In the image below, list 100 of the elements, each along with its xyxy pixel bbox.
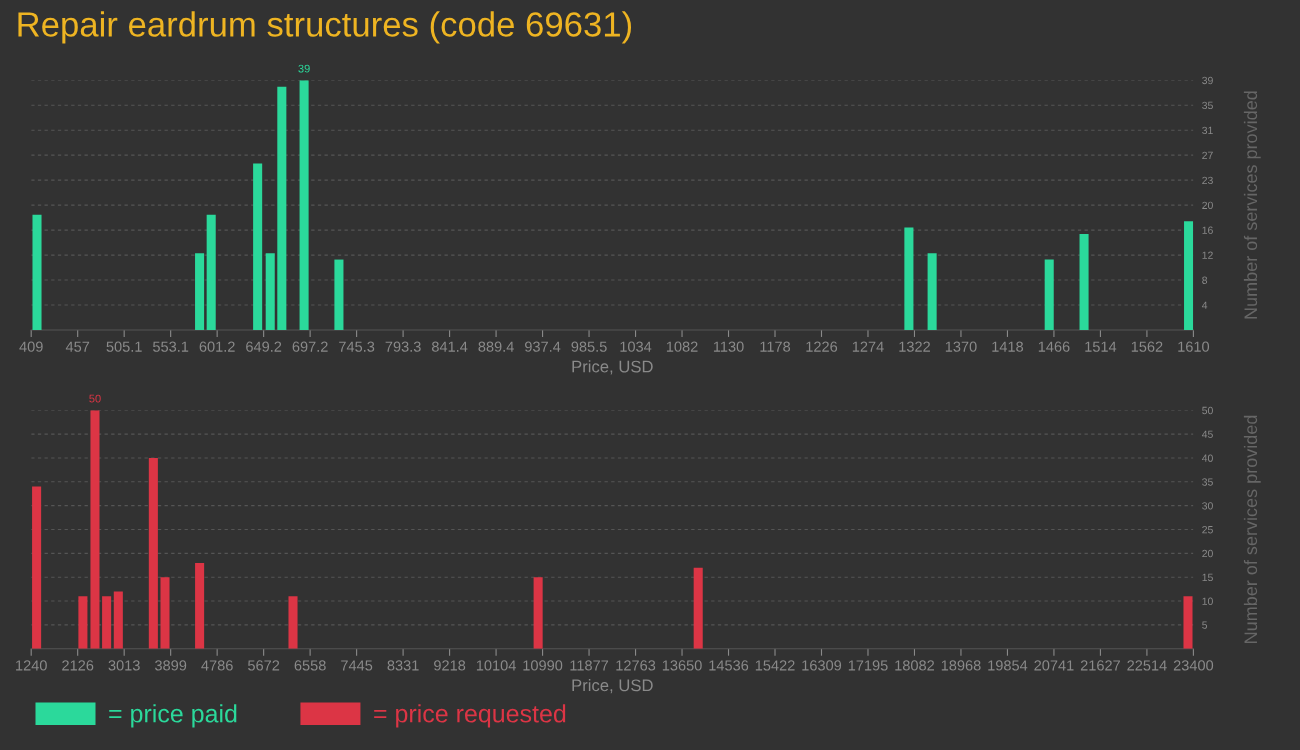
bar [253,163,263,330]
y-tick-label: 20 [1202,549,1213,558]
bar [334,259,344,330]
x-tick-label: 553.1 [153,341,189,352]
x-tick-label: 1226 [806,341,838,352]
x-tick-label: 793.3 [385,341,421,352]
x-tick-label: 10104 [476,660,516,671]
x-tick-label: 601.2 [199,341,235,352]
x-tick-label: 841.4 [431,341,468,352]
x-tick-label: 21627 [1080,660,1120,671]
x-tick-label: 16309 [802,660,842,671]
data-label: 50 [89,394,101,403]
bar [1184,221,1194,330]
x-tick-label: 2126 [62,660,94,671]
x-axis-title: Price, USD [572,679,653,694]
legend-label: = price paid [109,704,237,728]
y-tick-label: 4 [1201,301,1208,309]
x-tick-label: 4786 [201,660,233,671]
x-tick-label: 745.3 [339,341,375,352]
x-tick-label: 15422 [755,660,795,671]
x-tick-label: 1370 [945,341,977,352]
bar [277,86,287,330]
x-tick-label: 13650 [662,660,702,671]
y-tick-label: 45 [1201,430,1213,438]
y-tick-label: 23 [1202,176,1213,185]
x-tick-label: 17195 [848,660,888,671]
x-tick-label: 3013 [108,660,140,671]
x-tick-label: 937.4 [525,341,561,352]
x-tick-label: 3899 [155,660,187,671]
y-tick-label: 20 [1202,201,1213,209]
bar [1044,259,1054,330]
bar [32,214,42,330]
bar [1079,233,1089,330]
x-tick-label: 409 [19,341,43,352]
x-tick-label: 9218 [434,660,466,671]
x-tick-label: 22514 [1127,660,1167,671]
y-tick-label: 39 [1202,76,1213,85]
x-tick-label: 14536 [709,660,749,671]
x-tick-label: 1610 [1178,341,1210,352]
x-tick-label: 985.5 [571,341,607,352]
bar [32,486,42,649]
x-tick-label: 1082 [666,341,698,352]
x-tick-label: 1466 [1038,341,1070,352]
x-tick-label: 649.2 [246,341,282,352]
y-tick-label: 35 [1202,478,1213,486]
x-tick-label: 1514 [1085,341,1117,352]
bar [148,457,158,649]
bar [78,596,88,649]
data-label: 39 [298,64,310,73]
x-tick-label: 1418 [992,341,1024,352]
bar [927,253,937,330]
x-tick-label: 1130 [713,341,744,352]
y-tick-label: 12 [1202,251,1213,259]
y-tick-label: 16 [1202,226,1213,234]
x-tick-label: 8331 [387,660,419,671]
bar [195,253,205,330]
y-tick-label: 31 [1202,126,1213,135]
bar [1183,596,1193,649]
y-tick-label: 15 [1202,573,1213,582]
y-tick-label: 8 [1202,276,1208,284]
x-tick-label: 7445 [341,660,373,671]
y-tick-label: 5 [1202,621,1208,629]
bar [265,253,275,330]
x-tick-label: 457 [65,341,90,352]
x-tick-label: 10990 [523,660,563,671]
x-tick-label: 5672 [248,660,280,671]
x-tick-label: 1322 [899,341,930,352]
x-tick-label: 889.4 [478,341,514,352]
x-tick-label: 1562 [1131,341,1163,352]
bar [160,577,170,649]
x-tick-label: 1274 [852,341,884,352]
bar [533,577,543,649]
bar [102,596,112,649]
y-tick-label: 10 [1202,597,1213,605]
legend-label: = price requested [374,704,566,728]
x-tick-label: 505.1 [106,341,142,352]
y-tick-label: 40 [1201,454,1213,462]
x-tick-label: 18968 [941,660,981,671]
x-tick-label: 19854 [988,660,1028,671]
x-tick-label: 23400 [1173,660,1214,671]
y-tick-label: 27 [1202,151,1213,159]
y-tick-label: 50 [1202,406,1213,415]
bar [90,410,100,649]
y-tick-label: 30 [1202,502,1213,510]
x-tick-label: 18082 [895,660,935,671]
y-tick-label: 35 [1202,101,1213,110]
x-tick-label: 1240 [16,660,47,671]
x-tick-label: 1178 [760,341,791,352]
bar [299,80,309,330]
x-tick-label: 697.2 [292,341,328,352]
x-axis-title: Price, USD [572,360,653,375]
x-tick-label: 12763 [616,660,656,671]
bar [904,227,914,330]
x-tick-label: 11877 [570,660,609,671]
bar [288,596,298,649]
bar [195,562,205,649]
bar [693,567,703,649]
x-tick-label: 1034 [620,341,652,352]
chart-title: Repair eardrum structures (code 69631) [18,11,632,44]
x-tick-label: 6558 [294,660,326,671]
